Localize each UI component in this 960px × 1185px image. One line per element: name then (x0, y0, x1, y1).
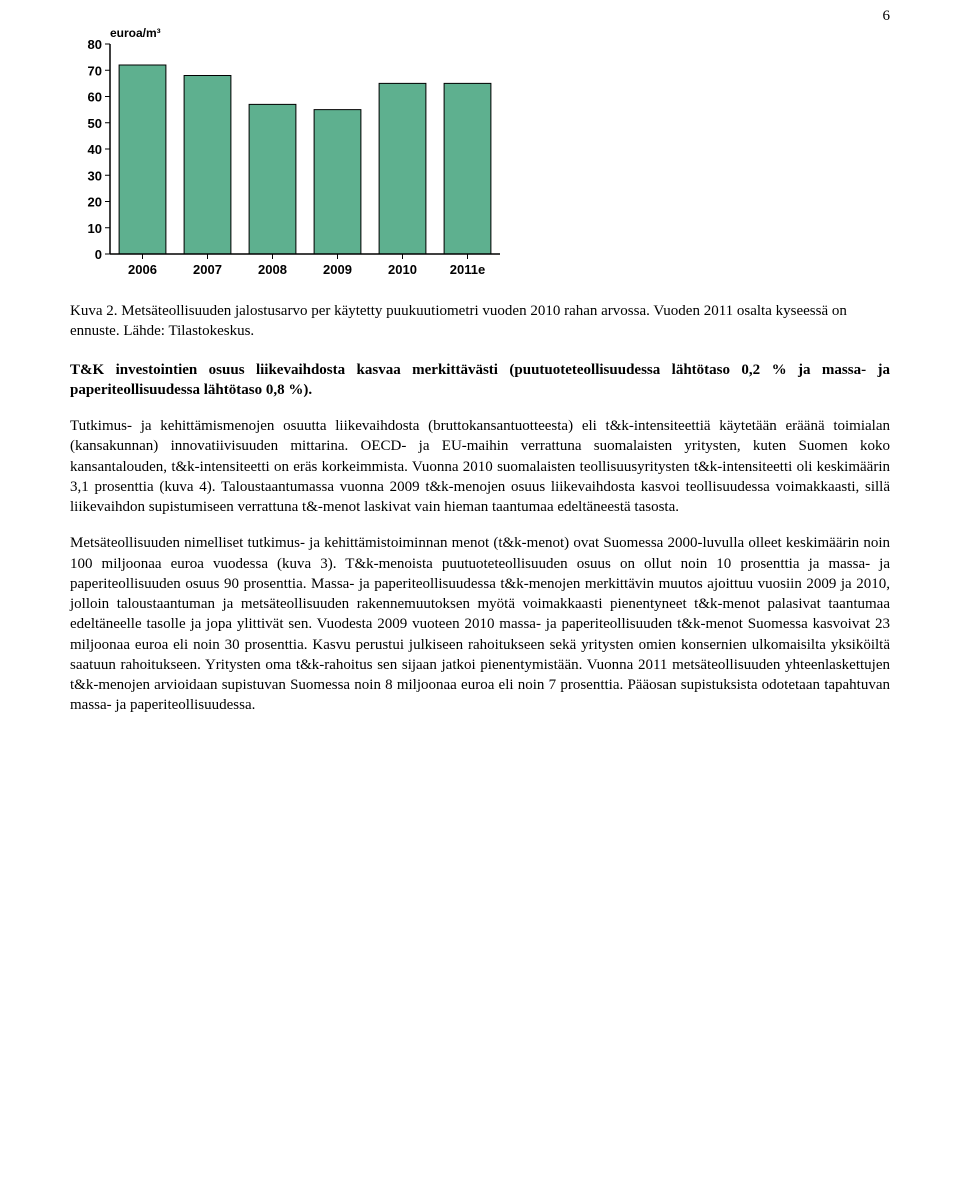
svg-text:2008: 2008 (258, 262, 287, 277)
bold-lead-paragraph: T&K investointien osuus liikevaihdosta k… (70, 360, 890, 401)
bar-chart: 0 10 20 30 40 50 60 70 80 2006 2007 2008 2009 2010 201… (70, 20, 520, 282)
figure-caption: Kuva 2. Metsäteollisuuden jalostusarvo p… (70, 301, 890, 342)
svg-text:20: 20 (88, 195, 102, 210)
svg-text:40: 40 (88, 142, 102, 157)
svg-text:2009: 2009 (323, 262, 352, 277)
chart-container: euroa/m³ 0 10 20 30 40 50 60 70 80 2006 2007 2008 20… (70, 20, 520, 282)
svg-text:70: 70 (88, 63, 102, 78)
svg-text:10: 10 (88, 221, 102, 236)
svg-text:2006: 2006 (128, 262, 157, 277)
body-paragraph-2: Metsäteollisuuden nimelliset tutkimus- j… (70, 533, 890, 715)
chart-y-title: euroa/m³ (110, 26, 161, 40)
body-paragraph-1: Tutkimus- ja kehittämismenojen osuutta l… (70, 416, 890, 517)
svg-text:2007: 2007 (193, 262, 222, 277)
svg-text:2010: 2010 (388, 262, 417, 277)
svg-text:80: 80 (88, 37, 102, 52)
svg-text:50: 50 (88, 116, 102, 131)
svg-text:0: 0 (95, 247, 102, 262)
svg-text:60: 60 (88, 90, 102, 105)
svg-text:30: 30 (88, 168, 102, 183)
svg-text:2011e: 2011e (450, 262, 485, 277)
page-number: 6 (883, 8, 891, 25)
